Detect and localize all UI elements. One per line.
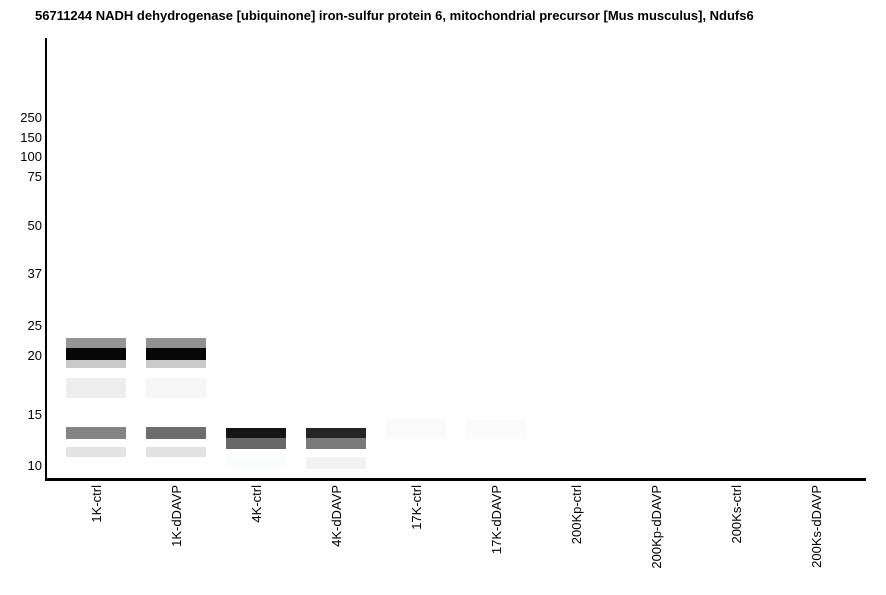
- gel-band: [146, 360, 206, 368]
- x-axis-lane-label: 1K-dDAVP: [169, 485, 184, 547]
- gel-band: [146, 338, 206, 348]
- x-axis-lane-label: 200Kp-dDAVP: [649, 485, 664, 569]
- y-axis-tick-label: 75: [27, 169, 42, 184]
- gel-band: [146, 348, 206, 360]
- gel-band: [146, 427, 206, 439]
- y-axis-tick-label: 15: [27, 407, 42, 422]
- y-axis-tick-label: 10: [27, 458, 42, 473]
- gel-band: [66, 338, 126, 348]
- gel-band: [306, 438, 366, 449]
- gel-band: [146, 447, 206, 457]
- x-axis-line: [45, 478, 866, 481]
- gel-band: [306, 457, 366, 469]
- x-axis-lane-label: 17K-dDAVP: [489, 485, 504, 555]
- y-axis-tick-label: 50: [27, 218, 42, 233]
- y-axis-tick-label: 150: [20, 130, 42, 145]
- y-axis-tick-label: 25: [27, 318, 42, 333]
- y-axis-tick-label: 37: [27, 266, 42, 281]
- gel-band: [146, 378, 206, 398]
- chart-title: 56711244 NADH dehydrogenase [ubiquinone]…: [35, 8, 754, 23]
- y-axis-tick-label: 100: [20, 149, 42, 164]
- gel-band: [386, 419, 446, 438]
- x-axis-lane-label: 200Kp-ctrl: [569, 485, 584, 545]
- x-axis-lane-label: 17K-ctrl: [409, 485, 424, 530]
- gel-band: [226, 457, 286, 469]
- y-axis-line: [45, 38, 47, 481]
- y-axis-tick-label: 20: [27, 348, 42, 363]
- gel-band: [66, 348, 126, 360]
- gel-band: [306, 428, 366, 438]
- gel-band: [466, 419, 526, 438]
- gel-band: [66, 378, 126, 398]
- x-axis-lane-label: 200Ks-dDAVP: [809, 485, 824, 568]
- gel-band: [226, 428, 286, 438]
- x-axis-lane-label: 4K-ctrl: [249, 485, 264, 523]
- gel-band: [66, 447, 126, 457]
- gel-band: [226, 438, 286, 449]
- gel-band: [66, 360, 126, 368]
- x-axis-lane-label: 1K-ctrl: [89, 485, 104, 523]
- gel-band: [66, 427, 126, 439]
- x-axis-lane-label: 200Ks-ctrl: [729, 485, 744, 544]
- x-axis-lane-label: 4K-dDAVP: [329, 485, 344, 547]
- y-axis-tick-label: 250: [20, 110, 42, 125]
